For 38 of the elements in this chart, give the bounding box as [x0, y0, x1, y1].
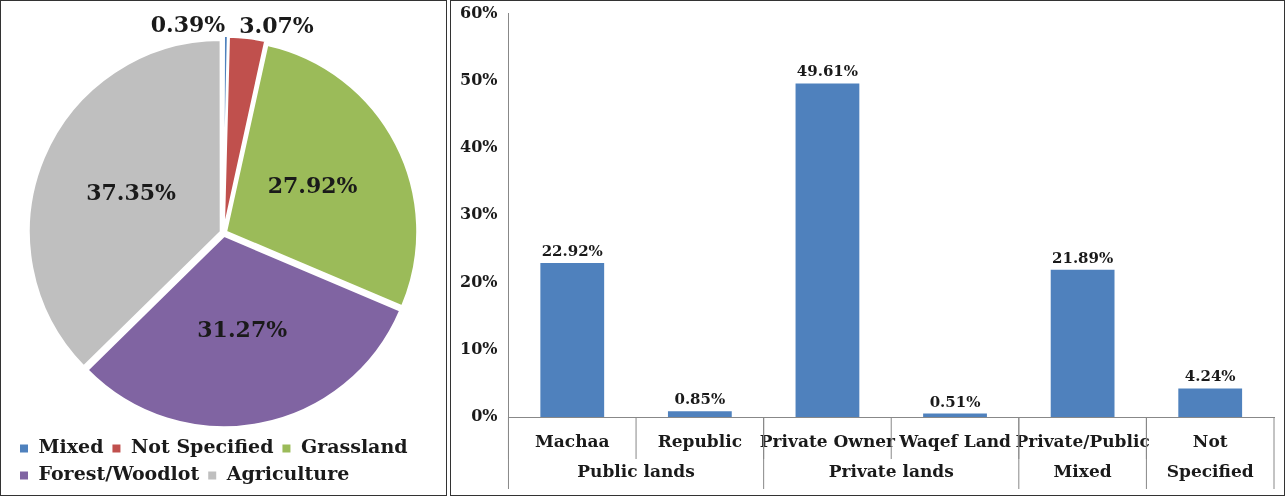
data-label: 22.92% — [541, 241, 603, 260]
data-label: 37.35% — [86, 178, 177, 205]
bar — [1178, 388, 1243, 417]
data-label: 0.85% — [674, 390, 726, 409]
legend-label: Forest/Woodlot — [38, 462, 200, 485]
legend-label: Mixed — [38, 435, 104, 458]
legend-label: Grassland — [300, 435, 408, 458]
x-tick-label: Machaa — [534, 431, 610, 452]
y-tick-label: 30% — [460, 204, 498, 224]
text: Specified — [1166, 461, 1254, 482]
bar — [795, 83, 860, 417]
legend-label: Not Specified — [130, 435, 274, 458]
x-tick-label: Republic — [657, 431, 743, 452]
data-label: 3.07% — [239, 12, 314, 39]
data-label: 31.27% — [197, 316, 288, 343]
data-label: 0.51% — [929, 392, 981, 411]
data-label: 21.89% — [1052, 248, 1114, 267]
y-tick-label: 20% — [460, 271, 498, 291]
data-label: 27.92% — [267, 171, 358, 198]
y-tick-label: 50% — [460, 69, 498, 89]
legend-label: Agriculture — [225, 462, 350, 485]
data-label: 4.24% — [1184, 367, 1236, 386]
y-tick-label: 40% — [460, 137, 498, 157]
text: Public lands — [577, 461, 695, 482]
text: Mixed — [1053, 461, 1112, 482]
x-tick-label: Waqef Land — [898, 431, 1012, 452]
y-tick-label: 0% — [471, 406, 498, 426]
text: Private lands — [828, 461, 954, 482]
bar — [1050, 269, 1115, 417]
x-tick-label: Private/Public — [1015, 431, 1150, 452]
x-tick-label: Private Owner — [759, 431, 897, 452]
y-tick-label: 10% — [460, 338, 498, 358]
data-label: 49.61% — [796, 62, 859, 81]
bar — [667, 411, 732, 417]
y-tick-label: 60% — [460, 2, 498, 22]
x-tick-label: Not — [1192, 431, 1228, 452]
bar — [540, 262, 605, 417]
data-label: 0.39% — [150, 10, 226, 37]
